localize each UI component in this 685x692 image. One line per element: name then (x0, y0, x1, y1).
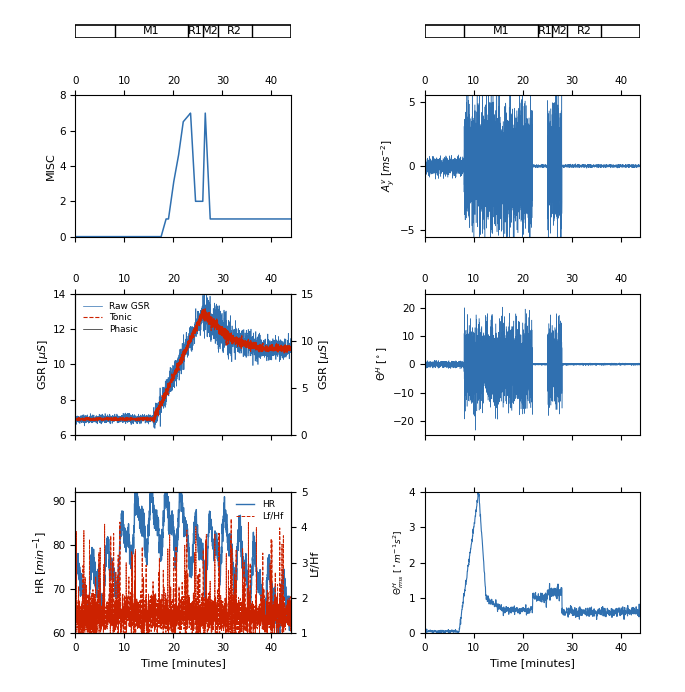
Lf/Hf (82, 592, 90, 601)
HR (281, 590, 289, 598)
HR (132, 488, 140, 496)
Tonic (201, 304, 210, 312)
Tonic (96, 416, 104, 424)
Raw GSR (96, 416, 104, 424)
Lf/Hf (71, 601, 79, 610)
Text: R2: R2 (227, 26, 242, 36)
Raw GSR (283, 342, 291, 350)
Tonic (283, 345, 291, 353)
Y-axis label: MISC: MISC (46, 152, 56, 180)
X-axis label: Time [minutes]: Time [minutes] (490, 659, 575, 668)
Text: M2: M2 (202, 26, 219, 36)
HR (241, 568, 249, 576)
Legend: Raw GSR, Tonic, Phasic: Raw GSR, Tonic, Phasic (80, 298, 153, 338)
Tonic (164, 382, 172, 390)
Phasic (109, 537, 117, 545)
Tonic (109, 415, 117, 424)
HR (71, 590, 79, 599)
HR (171, 529, 179, 538)
Line: Raw GSR: Raw GSR (75, 293, 291, 428)
Lf/Hf (176, 611, 184, 619)
HR (176, 488, 184, 496)
Phasic (163, 537, 171, 545)
Lf/Hf (281, 616, 289, 624)
Phasic (283, 537, 291, 545)
Line: HR: HR (75, 492, 291, 633)
Raw GSR (109, 413, 117, 421)
Legend: HR, Lf/Hf: HR, Lf/Hf (233, 496, 286, 525)
Raw GSR (287, 344, 295, 352)
Lf/Hf (241, 619, 249, 628)
Text: R1: R1 (188, 26, 203, 36)
HR (274, 629, 282, 637)
Tonic (154, 406, 162, 415)
Text: R2: R2 (577, 26, 592, 36)
Tonic (71, 415, 79, 423)
Raw GSR (164, 386, 172, 394)
Lf/Hf (227, 515, 235, 523)
Raw GSR (260, 336, 268, 345)
Tonic (260, 344, 268, 352)
Y-axis label: $\Theta^H_{rms}\ [^\circ m^{-1} s^2]$: $\Theta^H_{rms}\ [^\circ m^{-1} s^2]$ (390, 530, 406, 595)
Raw GSR (200, 289, 208, 297)
X-axis label: Time [minutes]: Time [minutes] (140, 659, 225, 668)
Phasic (217, 501, 225, 509)
Y-axis label: HR $[min^{-1}]$: HR $[min^{-1}]$ (32, 531, 50, 594)
Lf/Hf (71, 629, 79, 637)
Tonic (150, 418, 158, 426)
Lf/Hf (287, 622, 295, 630)
Raw GSR (71, 415, 79, 423)
Lf/Hf (281, 608, 289, 616)
Raw GSR (151, 424, 159, 432)
HR (82, 606, 90, 614)
Line: Tonic: Tonic (75, 308, 291, 422)
Text: M1: M1 (493, 26, 509, 36)
Y-axis label: $A_y^v\ [ms^{-2}]$: $A_y^v\ [ms^{-2}]$ (379, 140, 397, 192)
Y-axis label: $\Theta^H\ [^\circ]$: $\Theta^H\ [^\circ]$ (375, 347, 390, 381)
Y-axis label: Lf/Hf: Lf/Hf (310, 549, 320, 576)
Text: M1: M1 (143, 26, 160, 36)
HR (281, 576, 289, 585)
Phasic (71, 537, 79, 545)
Text: M2: M2 (551, 26, 568, 36)
Phasic (154, 537, 162, 545)
Text: R1: R1 (538, 26, 552, 36)
Lf/Hf (171, 610, 179, 619)
Line: Lf/Hf: Lf/Hf (75, 519, 291, 633)
Phasic (287, 536, 295, 544)
Tonic (287, 345, 295, 353)
Raw GSR (154, 399, 162, 407)
Phasic (96, 537, 104, 545)
HR (287, 618, 295, 626)
Y-axis label: GSR $[\mu S]$: GSR $[\mu S]$ (316, 339, 331, 390)
Line: Phasic: Phasic (75, 505, 291, 541)
Phasic (260, 537, 268, 545)
Y-axis label: GSR $[\mu S]$: GSR $[\mu S]$ (36, 339, 49, 390)
